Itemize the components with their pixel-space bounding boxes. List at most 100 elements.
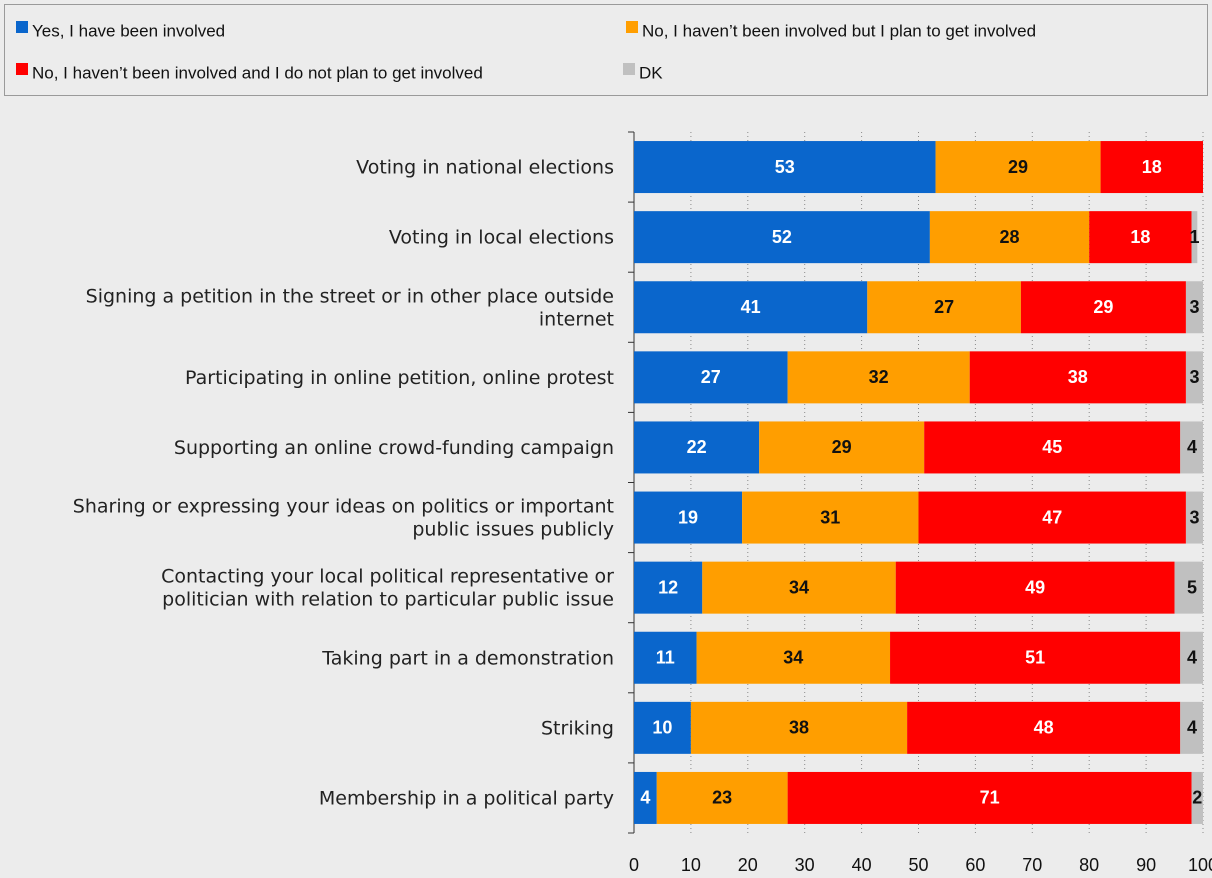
- bar-label-4-series-1: 27: [701, 367, 721, 387]
- bar-label-9-series-2: 38: [789, 718, 809, 738]
- x-tick-label-80: 80: [1079, 855, 1099, 875]
- bar-5-series-2: [759, 421, 925, 474]
- bar-4-series-3: [969, 351, 1186, 404]
- category-label-6-line-1: Sharing or expressing your ideas on poli…: [73, 496, 614, 518]
- bar-label-3-series-3: 29: [1093, 297, 1113, 317]
- bar-label-5-series-2: 29: [832, 437, 852, 457]
- bar-5-series-1: [634, 421, 760, 474]
- bar-10-series-1: [634, 771, 657, 824]
- bar-label-8-series-1: 11: [656, 648, 675, 668]
- category-label-9: Striking: [541, 717, 614, 739]
- bar-label-6-series-4: 3: [1189, 507, 1199, 527]
- bar-3-series-2: [867, 281, 1021, 334]
- bar-label-8-series-3: 51: [1025, 648, 1045, 668]
- bar-4-series-1: [634, 351, 788, 404]
- bar-label-10-series-3: 71: [980, 788, 1000, 808]
- bar-label-7-series-2: 34: [789, 577, 809, 597]
- bar-label-9-series-1: 10: [652, 718, 672, 738]
- x-tick-label-20: 20: [738, 855, 758, 875]
- x-tick-label-90: 90: [1136, 855, 1156, 875]
- bar-8-series-4: [1180, 631, 1203, 684]
- bar-label-3-series-4: 3: [1189, 297, 1199, 317]
- category-label-3-line-1: Signing a petition in the street or in o…: [86, 285, 614, 307]
- bar-7-series-2: [702, 561, 896, 614]
- bar-label-4-series-3: 38: [1068, 367, 1088, 387]
- bar-label-7-series-4: 5: [1187, 577, 1197, 597]
- bar-3-series-4: [1185, 281, 1203, 334]
- legend-label-2: No, I haven’t been involved but I plan t…: [642, 21, 1036, 40]
- category-label-5: Supporting an online crowd-funding campa…: [174, 437, 614, 459]
- category-label-3-line-2: internet: [539, 308, 614, 330]
- bar-4-series-2: [787, 351, 970, 404]
- category-label-7-line-2: politician with relation to particular p…: [162, 589, 614, 611]
- bar-label-8-series-4: 4: [1187, 648, 1197, 668]
- bar-label-4-series-4: 3: [1189, 367, 1199, 387]
- x-tick-label-60: 60: [965, 855, 985, 875]
- bar-6-series-2: [742, 491, 919, 544]
- x-tick-label-40: 40: [852, 855, 872, 875]
- bar-label-5-series-1: 22: [687, 437, 707, 457]
- bar-2-series-2: [929, 211, 1090, 264]
- bar-6-series-1: [634, 491, 743, 544]
- legend-swatch-2: [626, 21, 638, 33]
- bar-label-2-series-2: 28: [1000, 227, 1020, 247]
- bar-10-series-2: [656, 771, 788, 824]
- bar-6-series-3: [918, 491, 1186, 544]
- legend-swatch-3: [16, 63, 28, 75]
- bar-1-series-3: [1100, 141, 1203, 194]
- bar-6-series-4: [1185, 491, 1203, 544]
- category-label-7-line-1: Contacting your local political represen…: [161, 566, 614, 588]
- bar-1-series-1: [634, 141, 936, 194]
- bar-label-8-series-2: 34: [783, 648, 803, 668]
- bar-label-4-series-2: 32: [869, 367, 889, 387]
- category-label-8: Taking part in a demonstration: [321, 647, 614, 669]
- bar-2-series-4: [1191, 211, 1198, 264]
- bar-label-1-series-3: 18: [1142, 157, 1162, 177]
- bar-4-series-4: [1185, 351, 1203, 404]
- x-tick-label-10: 10: [681, 855, 701, 875]
- bar-label-7-series-1: 12: [658, 577, 678, 597]
- bar-9-series-4: [1180, 701, 1203, 754]
- bar-3-series-1: [634, 281, 868, 334]
- category-label-1: Voting in national elections: [356, 157, 614, 179]
- bar-5-series-4: [1180, 421, 1203, 474]
- bar-7-series-1: [634, 561, 703, 614]
- x-tick-label-70: 70: [1022, 855, 1042, 875]
- bar-8-series-3: [890, 631, 1181, 684]
- bar-9-series-2: [690, 701, 908, 754]
- bar-label-6-series-2: 31: [820, 507, 840, 527]
- bar-8-series-1: [634, 631, 697, 684]
- bar-5-series-3: [924, 421, 1181, 474]
- bar-10-series-3: [787, 771, 1192, 824]
- bar-label-3-series-1: 41: [741, 297, 761, 317]
- x-tick-label-50: 50: [908, 855, 928, 875]
- bar-label-9-series-3: 48: [1034, 718, 1054, 738]
- bar-10-series-4: [1191, 771, 1203, 824]
- category-label-2: Voting in local elections: [389, 227, 614, 249]
- legend-box: [4, 4, 1208, 96]
- bar-label-5-series-4: 4: [1187, 437, 1197, 457]
- legend-swatch-4: [623, 63, 635, 75]
- bar-label-6-series-1: 19: [678, 507, 698, 527]
- bar-label-2-series-3: 18: [1130, 227, 1150, 247]
- bar-label-3-series-2: 27: [934, 297, 954, 317]
- x-tick-label-30: 30: [795, 855, 815, 875]
- category-label-10: Membership in a political party: [319, 787, 614, 809]
- legend-swatch-1: [16, 21, 28, 33]
- bar-1-series-2: [935, 141, 1101, 194]
- bar-label-5-series-3: 45: [1042, 437, 1062, 457]
- legend-label-3: No, I haven’t been involved and I do not…: [32, 63, 483, 82]
- x-tick-label-100: 100: [1188, 855, 1212, 875]
- category-label-4: Participating in online petition, online…: [185, 367, 614, 389]
- bar-9-series-3: [907, 701, 1181, 754]
- legend-label-4: DK: [639, 63, 663, 82]
- bar-label-6-series-3: 47: [1042, 507, 1062, 527]
- x-tick-label-0: 0: [629, 855, 639, 875]
- bar-label-2-series-1: 52: [772, 227, 792, 247]
- bar-9-series-1: [634, 701, 691, 754]
- bar-label-7-series-3: 49: [1025, 577, 1045, 597]
- bar-label-10-series-1: 4: [640, 788, 650, 808]
- bar-8-series-2: [696, 631, 891, 684]
